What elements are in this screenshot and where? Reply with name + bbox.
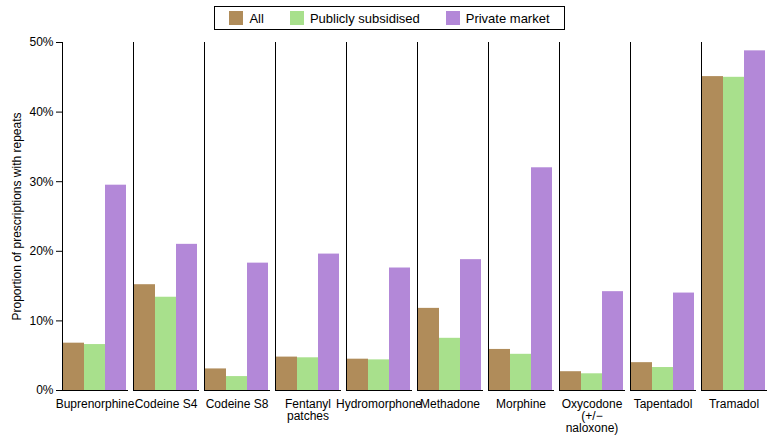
svg-text:0%: 0% [36, 383, 54, 397]
svg-text:10%: 10% [29, 314, 53, 328]
svg-text:50%: 50% [29, 35, 53, 49]
svg-text:20%: 20% [29, 244, 53, 258]
svg-text:Codeine S4: Codeine S4 [135, 397, 198, 411]
svg-text:40%: 40% [29, 105, 53, 119]
svg-text:Codeine S8: Codeine S8 [206, 397, 269, 411]
svg-text:Methadone: Methadone [420, 397, 480, 411]
svg-text:30%: 30% [29, 175, 53, 189]
svg-text:Buprenorphine: Buprenorphine [56, 397, 135, 411]
html-text:All: All [249, 10, 264, 26]
svg-text:Proportion of prescriptions wi: Proportion of prescriptions with repeats [10, 112, 24, 320]
html-text:Private market: Private market [465, 10, 550, 26]
svg-text:Morphine: Morphine [496, 397, 546, 411]
svg-text:Tramadol: Tramadol [709, 397, 759, 411]
svg-text:Oxycodone(+/−naloxone): Oxycodone(+/−naloxone) [562, 397, 623, 435]
svg-text:Fentanylpatches: Fentanylpatches [285, 397, 331, 423]
html-text:Publicly subsidised: Publicly subsidised [309, 10, 420, 26]
svg-text:Tapentadol: Tapentadol [634, 397, 693, 411]
svg-text:Hydromorphone: Hydromorphone [336, 397, 422, 411]
